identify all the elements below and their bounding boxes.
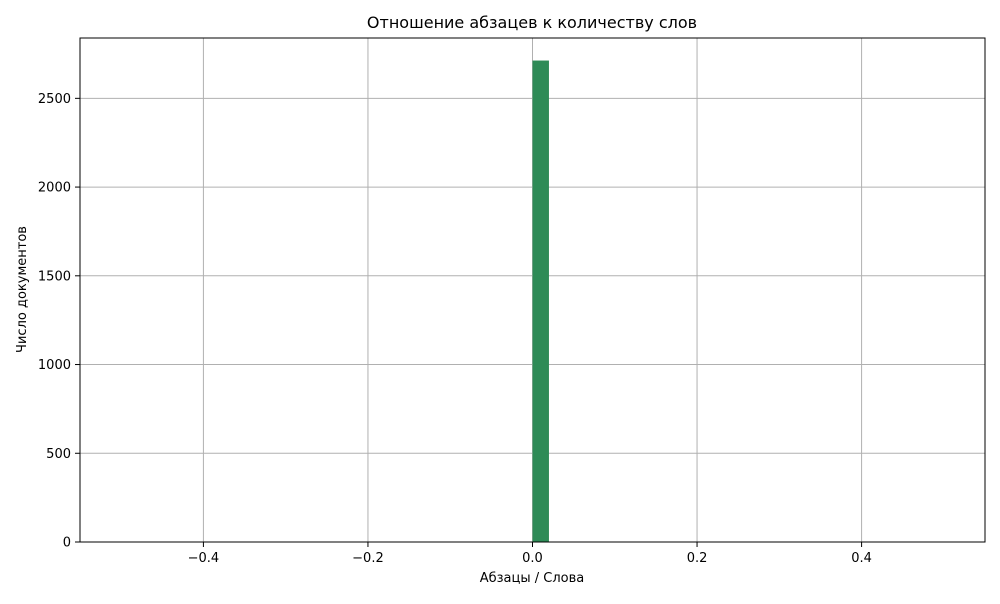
x-tick-label: 0.4	[851, 551, 872, 566]
y-tick-label: 2000	[38, 181, 71, 196]
x-tick-label: 0.2	[687, 551, 708, 566]
y-tick-label: 1000	[38, 358, 71, 373]
bars	[532, 60, 549, 543]
ticks: −0.4 −0.2 0.0 0.2 0.4 0 500 1000 1500 2000 2500	[38, 92, 872, 566]
x-tick-label: −0.4	[188, 551, 220, 566]
y-tick-label: 2500	[38, 92, 71, 107]
y-tick-label: 0	[63, 536, 71, 551]
chart-title: Отношение абзацев к количеству слов	[367, 13, 697, 32]
x-tick-label: 0.0	[522, 551, 543, 566]
histogram-bar	[532, 60, 549, 543]
x-tick-label: −0.2	[352, 551, 384, 566]
y-axis-label: Число документов	[15, 226, 30, 353]
x-axis-label: Абзацы / Слова	[480, 571, 585, 586]
y-tick-label: 500	[46, 447, 71, 462]
y-tick-label: 1500	[38, 269, 71, 284]
